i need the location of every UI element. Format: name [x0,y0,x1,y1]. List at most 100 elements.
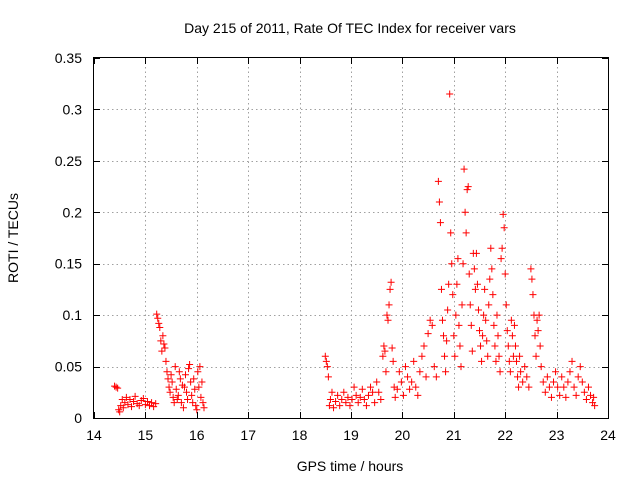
data-point [174,391,182,399]
x-tick-label: 23 [549,427,565,443]
axis-ticks [94,58,609,419]
data-point [369,388,377,396]
data-point [502,301,510,309]
data-points [111,90,599,416]
data-point [477,342,485,350]
data-point [360,395,368,403]
data-point [381,347,389,355]
data-point [199,399,207,407]
data-point [139,394,147,402]
data-point [525,383,533,391]
data-point [584,383,592,391]
data-point [547,393,555,401]
data-point [191,385,199,393]
data-point [393,385,401,393]
data-point [490,321,498,329]
data-point [364,391,372,399]
data-point [484,352,492,360]
data-point [500,224,508,232]
x-tick-label: 14 [86,427,102,443]
y-tick-label: 0.1 [63,307,83,323]
data-point [354,399,362,407]
data-point [504,342,512,350]
data-point [448,260,456,268]
data-point [385,301,393,309]
data-point [460,165,468,173]
data-point [464,183,472,191]
data-point [373,378,381,386]
data-point [336,402,344,410]
data-point [388,344,396,352]
data-point [552,368,560,376]
data-point [499,210,507,218]
data-point [325,402,333,410]
data-point [532,352,540,360]
data-point [459,260,467,268]
data-point [112,383,120,391]
data-point [578,378,586,386]
data-point [383,311,391,319]
data-point [175,368,183,376]
data-point [461,208,469,216]
data-point [457,363,465,371]
data-point [173,395,181,403]
data-point [442,368,450,376]
y-tick-label: 0.3 [63,101,83,117]
data-point [159,332,167,340]
data-point [186,361,194,369]
data-point [342,399,350,407]
data-point [426,316,434,324]
data-point [168,378,176,386]
data-point [456,342,464,350]
data-point [428,321,436,329]
data-point [404,373,412,381]
data-point [568,357,576,365]
data-point [471,285,479,293]
data-point [430,363,438,371]
x-tick-labels: 14 15 16 17 18 19 20 21 22 23 24 [86,427,616,443]
data-point [135,402,143,410]
data-point [432,373,440,381]
data-point [450,332,458,340]
data-point [332,398,340,406]
data-point [350,383,358,391]
data-point [493,311,501,319]
data-point [454,255,462,263]
data-point [119,404,127,412]
data-point [582,395,590,403]
data-point [171,363,179,371]
plot-frame [93,57,609,419]
chart-title: Day 215 of 2011, Rate Of TEC Index for r… [184,20,516,36]
data-point [418,352,426,360]
data-point [387,278,395,286]
data-point [576,363,584,371]
data-point [348,395,356,403]
data-point [562,393,570,401]
data-point [128,403,136,411]
data-point [356,393,364,401]
x-axis-label: GPS time / hours [297,458,404,474]
data-point [143,398,151,406]
data-point [408,378,416,386]
data-point [560,383,568,391]
data-point [511,342,519,350]
data-point [483,337,491,345]
data-point [406,385,414,393]
data-point [165,383,173,391]
data-point [451,352,459,360]
data-point [176,375,184,383]
data-point [514,373,522,381]
data-point [198,378,206,386]
x-tick-label: 16 [189,427,205,443]
data-point [158,347,166,355]
data-point [416,368,424,376]
data-point [482,316,490,324]
data-point [116,408,124,416]
data-point [200,404,208,412]
data-point [377,395,385,403]
data-point [494,332,502,340]
data-point [513,357,521,365]
data-point [177,399,185,407]
data-point [501,270,509,278]
data-point [440,332,448,340]
